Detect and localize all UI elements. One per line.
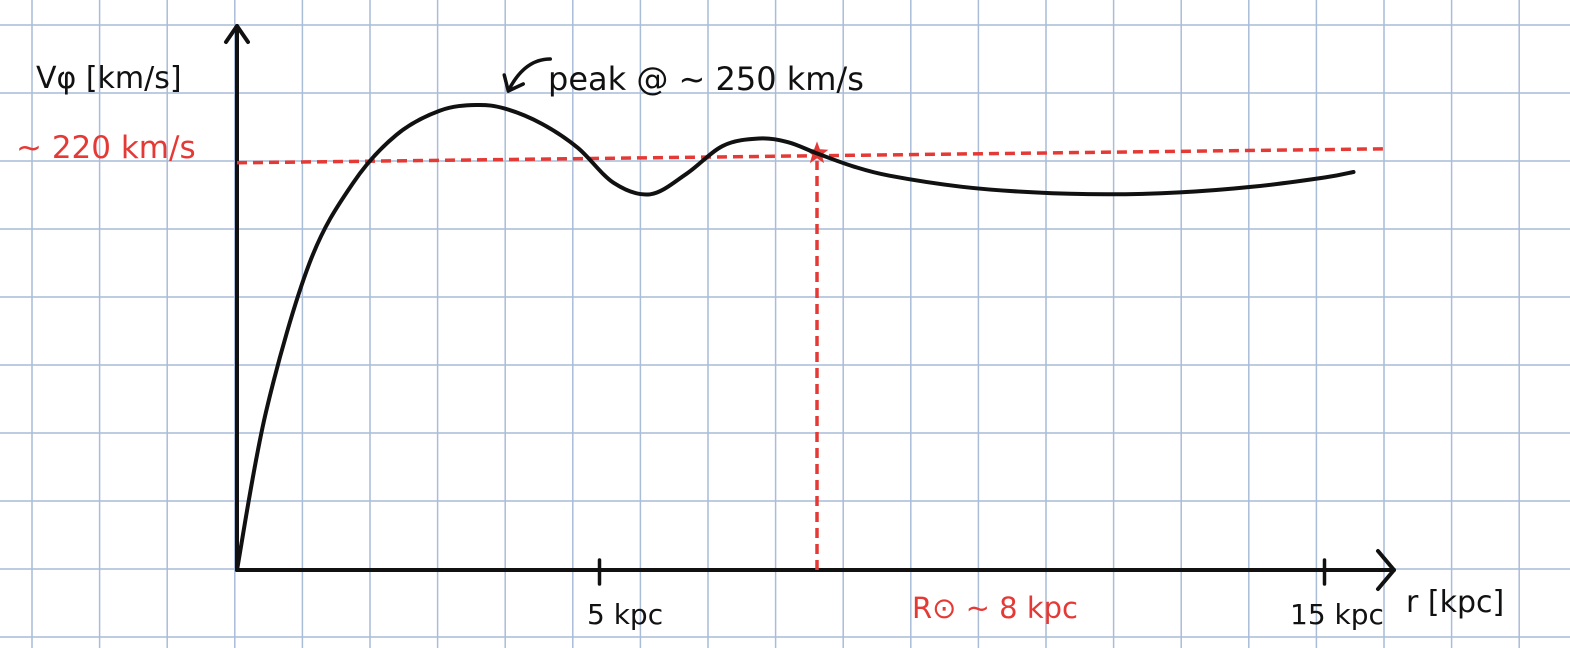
rotation-curve-line (235, 102, 1356, 572)
reference-velocity-label: ~ 220 km/s (16, 130, 196, 166)
peak-annotation: peak @ ~ 250 km/s (548, 60, 864, 98)
y-axis-label: Vφ [km/s] (36, 61, 182, 96)
x-axis-arrow (1376, 549, 1396, 591)
x-tick-label-15: 15 kpc (1290, 598, 1384, 631)
peak-annotation-arrow (506, 57, 552, 93)
r0-label: R⊙ ~ 8 kpc (912, 591, 1078, 625)
peak-annotation-arrowhead (502, 73, 525, 93)
y-axis-arrow (224, 24, 250, 44)
series (235, 57, 1356, 572)
axes (224, 24, 1396, 591)
labels: Vφ [km/s] r [kpc] ~ 220 km/s R⊙ ~ 8 kpc … (16, 60, 1504, 631)
reference-lines (236, 141, 1389, 570)
x-axis-label: r [kpc] (1406, 585, 1504, 620)
x-tick-label-5: 5 kpc (587, 598, 663, 631)
